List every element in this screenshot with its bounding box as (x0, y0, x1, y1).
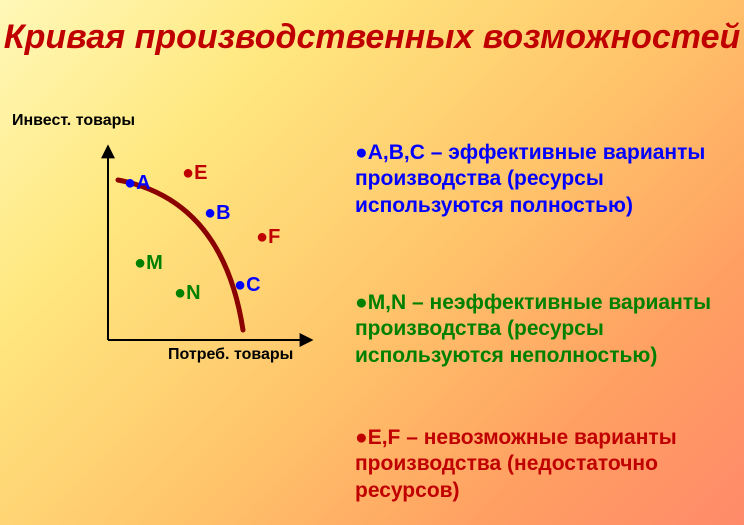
ppf-chart: Инвест. товары Потреб. товары ●A●E●B●F●M… (48, 140, 328, 370)
y-axis-label: Инвест. товары (12, 112, 135, 130)
point-label-f: ●F (256, 226, 280, 249)
point-label-b: ●B (204, 202, 231, 225)
legend-ef: ●E,F – невозможные варианты производства… (355, 425, 725, 504)
legend-mn: ●M,N – неэффективные варианты производст… (355, 290, 725, 369)
legend-abc: ●A,B,C – эффективные варианты производст… (355, 140, 725, 219)
point-label-n: ●N (174, 282, 201, 305)
point-label-m: ●M (134, 252, 163, 275)
x-axis-label: Потреб. товары (168, 346, 293, 364)
page-title: Кривая производственных возможностей (0, 18, 744, 57)
point-label-e: ●E (182, 162, 207, 185)
point-label-c: ●C (234, 274, 261, 297)
point-label-a: ●A (124, 172, 151, 195)
